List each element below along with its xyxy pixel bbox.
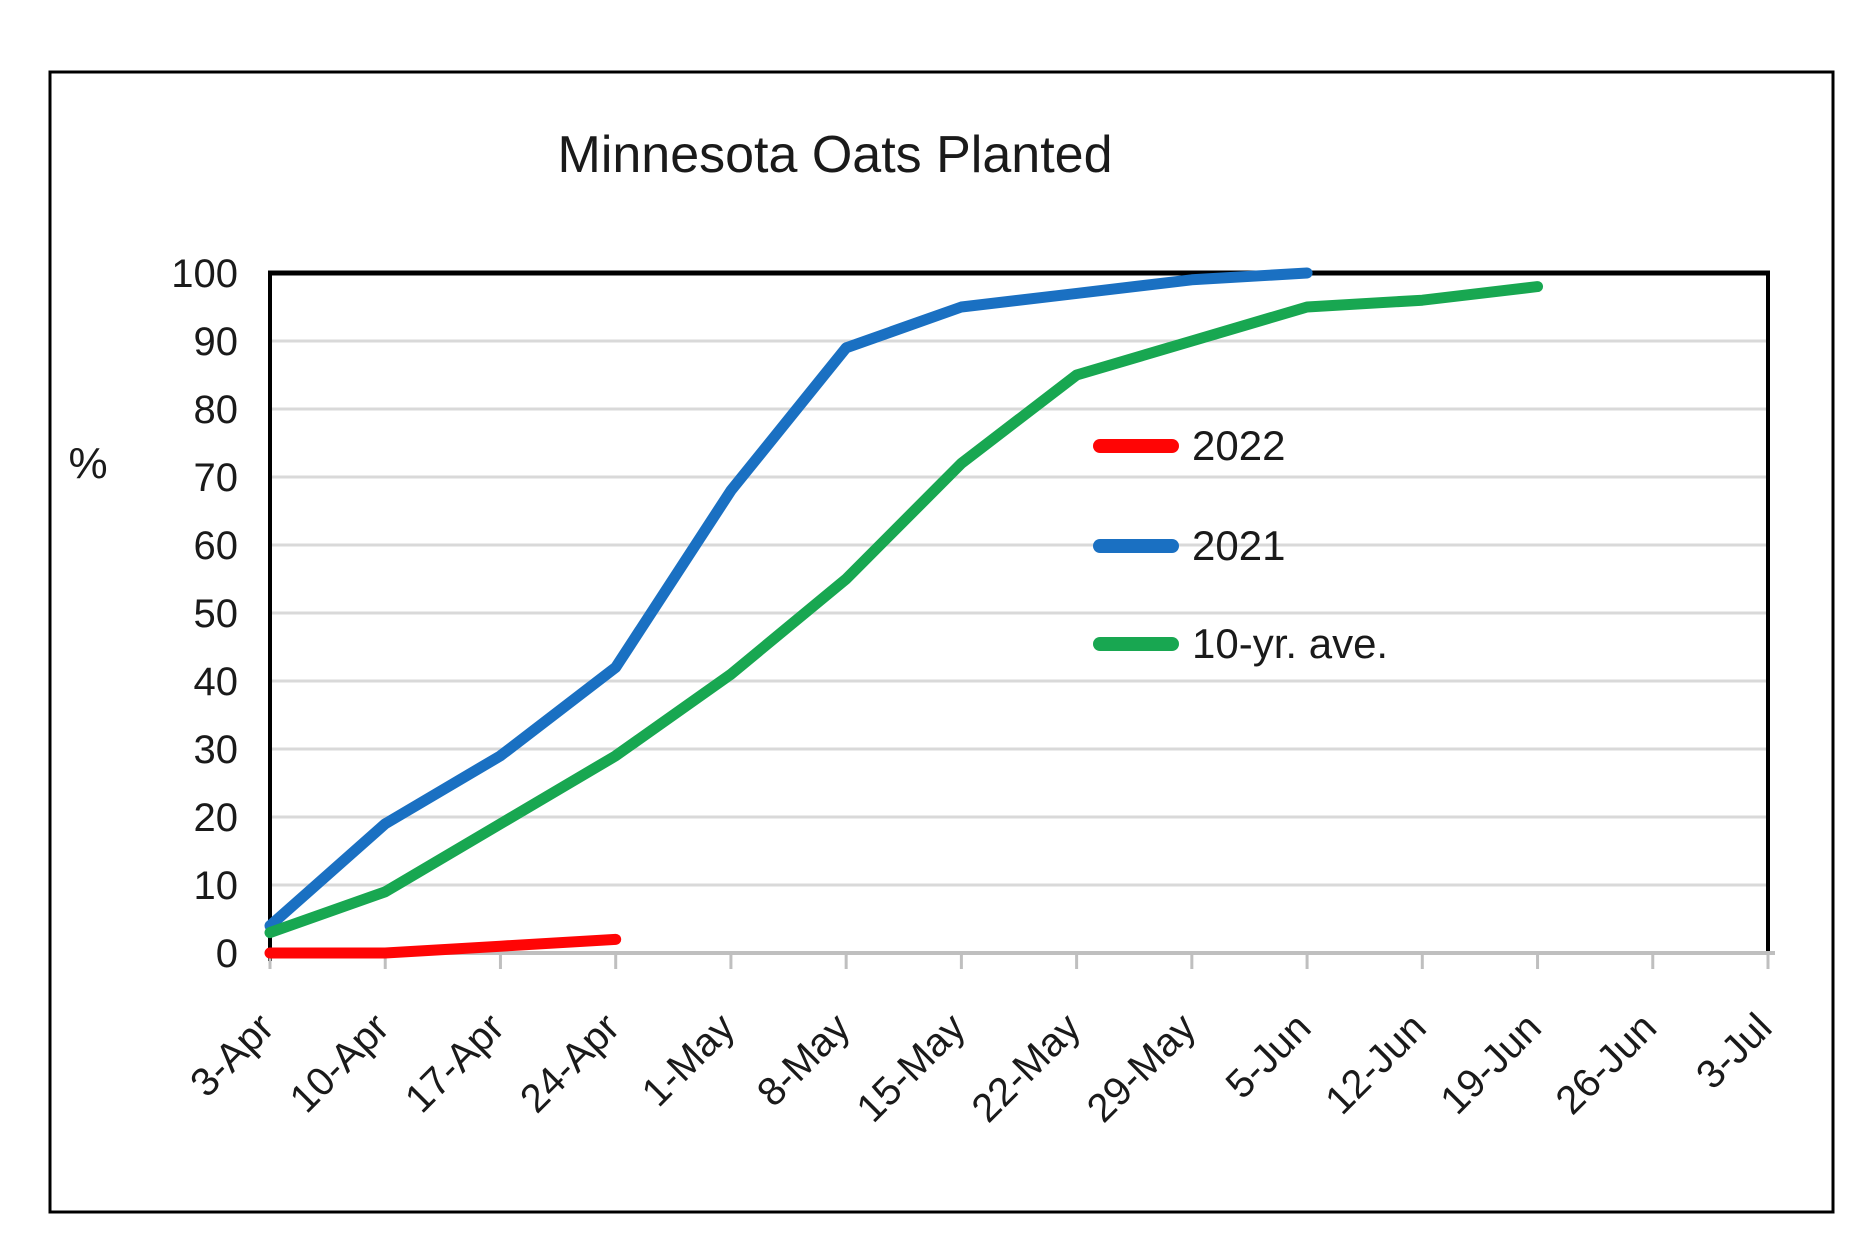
series-line-2021 [264,267,1313,932]
x-axis-tick-marks [268,953,1770,969]
plot-borders [265,270,1775,961]
y-tick-label: 100 [171,252,238,296]
legend: 2022 2021 10-yr. ave. [1093,422,1388,667]
legend-item-2021: 2021 [1093,522,1285,569]
y-tick-label: 60 [194,524,239,568]
y-tick-label: 10 [194,864,239,908]
legend-item-2022: 2022 [1093,422,1285,469]
y-tick-label: 30 [194,728,239,772]
y-tick-label: 40 [194,660,239,704]
y-tick-label: 0 [216,932,238,976]
legend-label: 2022 [1192,422,1285,469]
series-line-10-yr-ave- [264,281,1544,939]
legend-item-10-yr-ave-: 10-yr. ave. [1093,620,1388,667]
series-lines [264,267,1544,959]
y-tick-label: 80 [194,388,239,432]
y-tick-label: 20 [194,796,239,840]
y-axis-tick-labels: 0 10 20 30 40 50 60 70 80 90 100 [171,252,238,976]
chart-title: Minnesota Oats Planted [558,126,1113,184]
series-line-2022 [264,933,622,959]
y-tick-label: 50 [194,592,239,636]
y-axis-symbol: % [68,439,107,488]
legend-label: 2021 [1192,522,1285,569]
legend-label: 10-yr. ave. [1192,620,1388,667]
y-tick-label: 90 [194,320,239,364]
figure-border [48,70,1835,1214]
y-tick-label: 70 [194,456,239,500]
